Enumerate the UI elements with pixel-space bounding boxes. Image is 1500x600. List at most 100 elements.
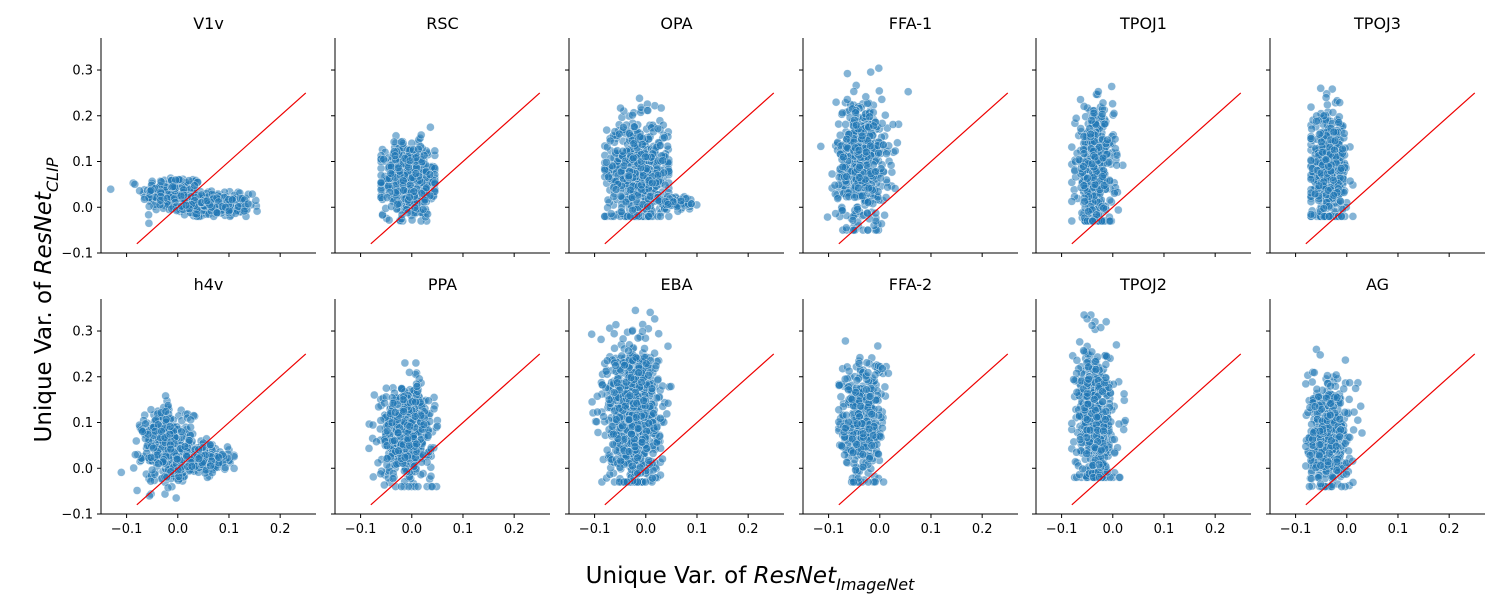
panel-h4v: h4v−0.10.00.10.20.3−0.1 0.0 0.1 0.2 (61, 275, 316, 537)
data-point (424, 396, 433, 405)
data-point (228, 195, 237, 205)
data-point (412, 439, 421, 449)
data-point (602, 125, 611, 135)
x-tick-label: 0.1 (453, 522, 474, 537)
data-point (1067, 142, 1077, 152)
data-point (866, 141, 875, 151)
data-point (419, 420, 429, 429)
data-point (1107, 82, 1116, 91)
data-point (387, 418, 397, 427)
data-point (1087, 116, 1096, 125)
data-point (838, 162, 848, 172)
data-point (382, 383, 391, 393)
data-point (1089, 108, 1099, 118)
data-point (863, 209, 872, 218)
data-point (1324, 212, 1334, 221)
data-point (1329, 175, 1338, 185)
data-point (609, 192, 618, 201)
data-point (140, 195, 149, 204)
data-point (1086, 129, 1095, 139)
panel-title: V1v (193, 14, 224, 33)
panel-eba: EBA−0.1 0.0 0.1 0.2 (565, 275, 784, 537)
data-point (621, 197, 631, 207)
data-point (1099, 203, 1108, 213)
y-tick-label: 0.2 (72, 109, 93, 124)
panel-title: TPOJ3 (1353, 14, 1401, 33)
data-point (635, 94, 644, 103)
data-point (830, 180, 840, 190)
data-point (1092, 210, 1101, 219)
data-point (132, 486, 142, 495)
data-point (1090, 180, 1100, 189)
panel-ffa-1: FFA-1 (799, 14, 1018, 257)
y-tick-label: −0.1 (61, 508, 93, 523)
data-point (1310, 189, 1320, 199)
data-point (1112, 150, 1122, 160)
data-point (648, 178, 657, 188)
scatter-points (364, 358, 442, 491)
data-point (130, 180, 140, 189)
data-point (165, 429, 175, 439)
data-point (1067, 197, 1077, 206)
data-point (206, 461, 215, 471)
data-point (1079, 149, 1089, 158)
data-point (619, 161, 629, 171)
data-point (429, 404, 439, 414)
data-point (376, 178, 386, 187)
scatter-points (1306, 84, 1358, 221)
data-point (848, 216, 858, 225)
data-point (1098, 172, 1107, 181)
data-point (881, 193, 891, 202)
data-point (403, 434, 413, 444)
data-point (874, 63, 884, 73)
data-point (656, 141, 665, 150)
data-point (851, 120, 861, 130)
data-point (653, 124, 663, 133)
data-point (883, 182, 892, 192)
data-point (132, 436, 141, 446)
data-point (857, 131, 867, 141)
panel-title: TPOJ1 (1119, 14, 1167, 33)
data-point (1306, 102, 1316, 112)
data-point (606, 209, 616, 218)
data-point (389, 137, 399, 147)
data-point (635, 132, 645, 142)
data-point (835, 130, 845, 140)
data-point (364, 444, 374, 453)
data-point (144, 210, 153, 220)
data-point (410, 412, 420, 421)
reference-line (1305, 92, 1476, 245)
data-point (1321, 93, 1331, 102)
data-point (1336, 197, 1345, 206)
data-point (663, 200, 673, 209)
data-point (224, 206, 234, 216)
panel-title: FFA-1 (889, 14, 932, 33)
scatter-points (1067, 82, 1128, 226)
data-point (1338, 144, 1347, 154)
data-point (416, 130, 426, 140)
data-point (161, 407, 171, 416)
data-point (628, 205, 637, 215)
data-point (1307, 124, 1316, 134)
data-point (1312, 116, 1321, 126)
scatter-points (106, 173, 262, 228)
data-point (368, 420, 378, 430)
data-point (1306, 174, 1316, 184)
data-point (223, 442, 232, 452)
data-point (412, 382, 422, 391)
data-point (602, 158, 611, 167)
data-point (1338, 205, 1348, 214)
data-point (1323, 100, 1332, 110)
data-point (154, 459, 163, 468)
data-point (1335, 98, 1344, 107)
data-point (1104, 157, 1114, 167)
data-point (874, 148, 883, 158)
data-point (399, 185, 408, 195)
panel-v1v: V1v−0.10.00.10.20.3 (61, 14, 316, 262)
y-tick-label: −0.1 (61, 247, 93, 262)
data-point (871, 216, 881, 226)
data-point (146, 453, 156, 462)
data-point (157, 177, 166, 186)
data-point (180, 442, 190, 451)
data-point (850, 193, 859, 202)
